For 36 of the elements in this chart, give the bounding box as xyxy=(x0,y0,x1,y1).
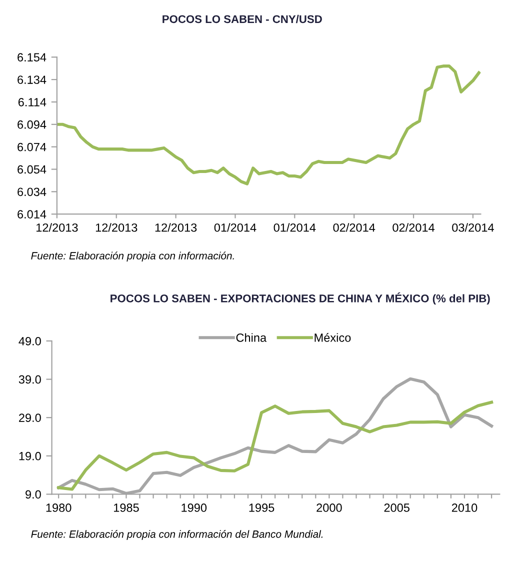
legend-label: México xyxy=(314,333,351,342)
y-tick-label: 19.0 xyxy=(19,452,41,460)
y-tick-label: 39.0 xyxy=(18,375,41,384)
y-tick-label: 6.154 xyxy=(18,53,46,62)
line-series xyxy=(57,400,494,491)
x-tick-label: 1995 xyxy=(249,504,274,512)
y-tick-label: 9.0 xyxy=(26,490,41,499)
x-tick-label: 2005 xyxy=(384,504,410,512)
y-tick-label: 6.014 xyxy=(18,210,46,218)
legend-label: China xyxy=(236,333,267,342)
x-tick-label: 1990 xyxy=(182,504,207,512)
y-tick-label: 49.0 xyxy=(18,336,41,346)
source-note: Fuente: Elaboración propia con información. xyxy=(31,252,234,262)
y-tick-label: 6.034 xyxy=(18,188,46,196)
x-tick-label: 01/2014 xyxy=(214,223,256,232)
y-tick-label: 6.054 xyxy=(18,165,46,174)
x-tick-label: 02/2014 xyxy=(392,223,435,232)
x-tick-label: 1985 xyxy=(114,504,139,512)
x-tick-label: 2000 xyxy=(316,504,342,512)
y-tick-label: 29.0 xyxy=(19,414,41,422)
x-tick-label: 03/2014 xyxy=(452,223,494,232)
line-series xyxy=(56,64,480,186)
x-tick-label: 2010 xyxy=(452,504,478,512)
chart-title: POCOS LO SABEN - CNY/USD xyxy=(162,14,322,24)
chart-title: POCOS LO SABEN - EXPORTACIONES DE CHINA Y MÉXICO (% del PIB) xyxy=(110,292,490,305)
x-tick-label: 1980 xyxy=(46,504,72,512)
source-note: Fuente: Elaboración propia con información del Banco Mundial. xyxy=(31,530,323,540)
x-tick-label: 12/2013 xyxy=(36,223,78,232)
x-tick-label: 12/2013 xyxy=(96,223,138,232)
y-tick-label: 6.094 xyxy=(18,120,46,129)
y-tick-label: 6.134 xyxy=(18,76,46,84)
y-tick-label: 6.074 xyxy=(18,142,46,152)
x-tick-label: 12/2013 xyxy=(155,223,197,232)
x-tick-label: 02/2014 xyxy=(333,223,376,232)
x-tick-label: 01/2014 xyxy=(274,223,316,232)
y-tick-label: 6.114 xyxy=(18,98,46,106)
